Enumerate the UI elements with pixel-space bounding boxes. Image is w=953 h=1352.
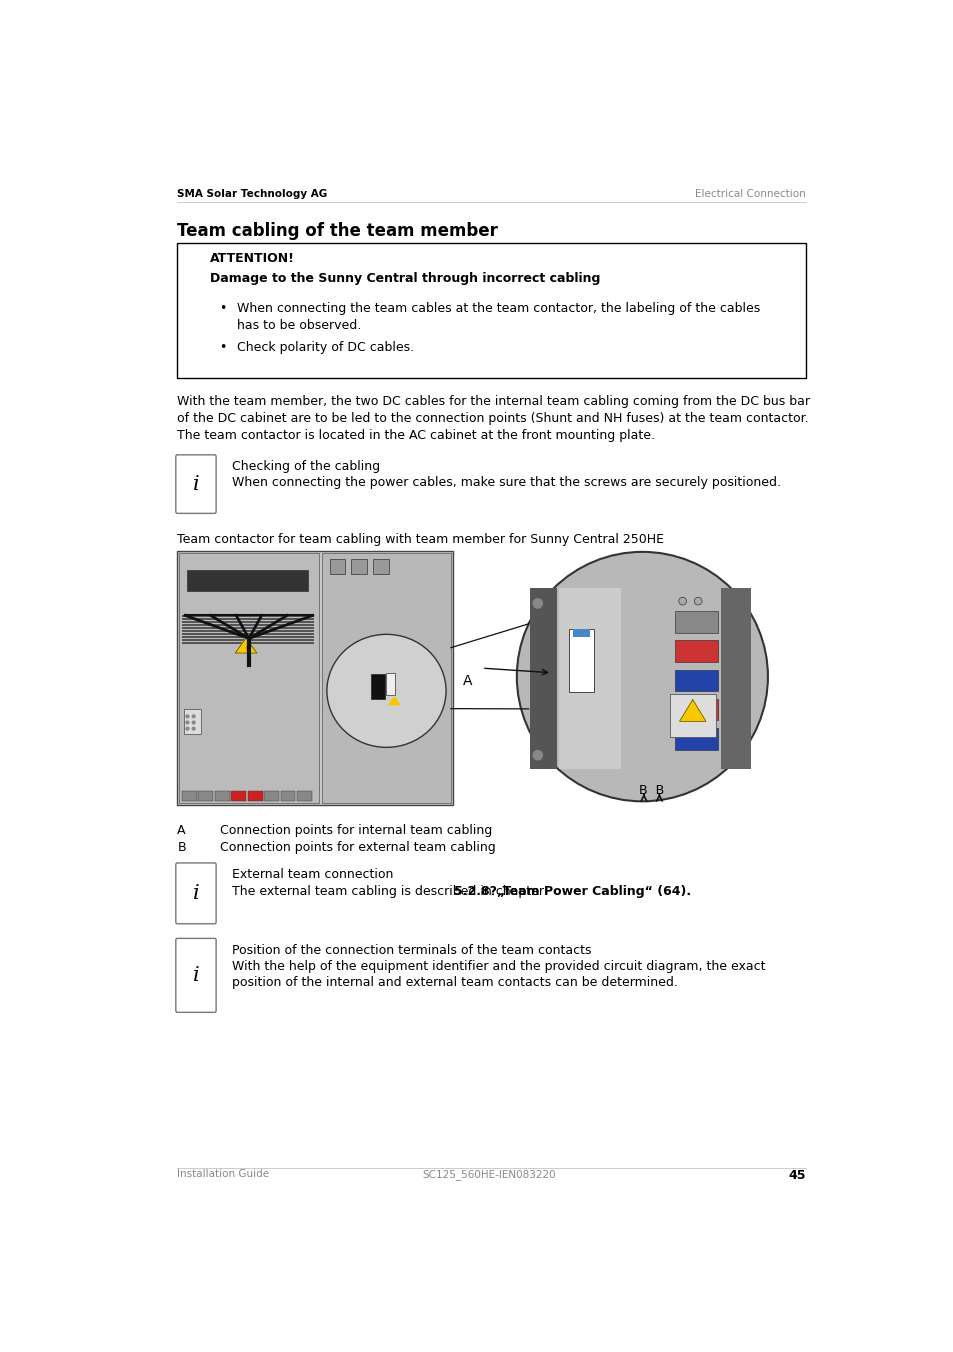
Polygon shape [679,700,705,721]
Text: External team connection: External team connection [232,868,393,882]
Bar [248,791,262,802]
Text: With the help of the equipment identifier and the provided circuit diagram, the : With the help of the equipment identifie… [232,960,764,973]
Bar [198,791,213,802]
Bar [182,615,314,617]
Bar [669,695,716,737]
Bar [530,588,557,769]
Circle shape [517,552,767,802]
Bar [322,553,451,803]
Text: The team contactor is located in the AC cabinet at the front mounting plate.: The team contactor is located in the AC … [177,429,655,442]
Bar [674,641,717,662]
Text: SMA Solar Technology AG: SMA Solar Technology AG [177,189,327,199]
Bar [214,791,230,802]
Text: •: • [219,341,227,354]
Circle shape [193,721,194,723]
Bar [187,569,308,591]
Bar [674,699,717,721]
Text: A: A [462,675,472,688]
Text: has to be observed.: has to be observed. [236,319,361,333]
Bar [182,642,314,645]
Text: When connecting the power cables, make sure that the screws are securely positio: When connecting the power cables, make s… [232,476,780,489]
Text: i: i [193,965,199,984]
Bar [182,621,314,623]
Bar [572,629,589,637]
Bar [182,627,314,629]
Bar [558,588,620,769]
Bar [330,558,345,575]
Circle shape [533,599,542,608]
Text: Connection points for external team cabling: Connection points for external team cabl… [220,841,496,854]
Text: B  B: B B [639,784,663,798]
Circle shape [186,715,189,718]
Circle shape [193,727,194,730]
FancyBboxPatch shape [175,938,216,1013]
Text: Installation Guide: Installation Guide [177,1169,269,1179]
Bar [177,552,452,806]
Bar [182,630,314,631]
Bar [674,669,717,691]
Bar [568,629,593,692]
Text: ATTENTION!: ATTENTION! [210,253,294,265]
Text: A: A [177,825,186,837]
Text: When connecting the team cables at the team contactor, the labeling of the cable: When connecting the team cables at the t… [236,303,760,315]
Bar [385,673,395,695]
Text: Connection points for internal team cabling: Connection points for internal team cabl… [220,825,492,837]
Text: B: B [177,841,186,854]
Text: of the DC cabinet are to be led to the connection points (Shunt and NH fuses) at: of the DC cabinet are to be led to the c… [177,412,808,425]
Bar [373,558,388,575]
Text: Damage to the Sunny Central through incorrect cabling: Damage to the Sunny Central through inco… [210,272,599,284]
Polygon shape [389,698,399,704]
Bar [182,633,314,635]
Bar [674,729,717,750]
Circle shape [186,727,189,730]
Text: Position of the connection terminals of the team contacts: Position of the connection terminals of … [232,944,591,957]
Bar [264,791,279,802]
Bar [231,791,246,802]
Text: Electrical Connection: Electrical Connection [695,189,805,199]
Bar [674,611,717,633]
Bar [182,791,196,802]
Bar [280,791,295,802]
Circle shape [186,721,189,723]
Circle shape [533,750,542,760]
Bar [182,618,314,619]
Text: Team cabling of the team member: Team cabling of the team member [177,222,497,241]
Circle shape [193,715,194,718]
Text: Checking of the cabling: Checking of the cabling [232,460,379,473]
Bar [183,710,200,734]
Bar [177,243,805,377]
Bar [182,623,314,626]
FancyBboxPatch shape [175,863,216,923]
Bar [179,553,318,803]
Text: position of the internal and external team contacts can be determined.: position of the internal and external te… [232,976,677,990]
Bar [182,639,314,641]
Circle shape [694,598,701,604]
Text: i: i [193,884,199,903]
Bar [182,637,314,638]
Text: !: ! [245,646,247,652]
Text: With the team member, the two DC cables for the internal team cabling coming fro: With the team member, the two DC cables … [177,395,809,408]
Text: •: • [219,303,227,315]
Text: 5.2.8?„Team Power Cabling“ (64).: 5.2.8?„Team Power Cabling“ (64). [454,884,691,898]
Text: The external team cabling is described in chapter: The external team cabling is described i… [232,884,547,898]
Text: SC125_560HE-IEN083220: SC125_560HE-IEN083220 [421,1169,556,1180]
Bar [296,791,312,802]
Polygon shape [235,638,256,653]
Ellipse shape [327,634,446,748]
Circle shape [679,598,686,604]
Text: 45: 45 [787,1169,805,1183]
Text: i: i [193,475,199,493]
Text: Team contactor for team cabling with team member for Sunny Central 250HE: Team contactor for team cabling with tea… [177,534,663,546]
Bar [351,558,367,575]
Bar [371,673,384,699]
FancyBboxPatch shape [175,454,216,514]
Text: Check polarity of DC cables.: Check polarity of DC cables. [236,341,414,354]
Bar [720,588,750,769]
